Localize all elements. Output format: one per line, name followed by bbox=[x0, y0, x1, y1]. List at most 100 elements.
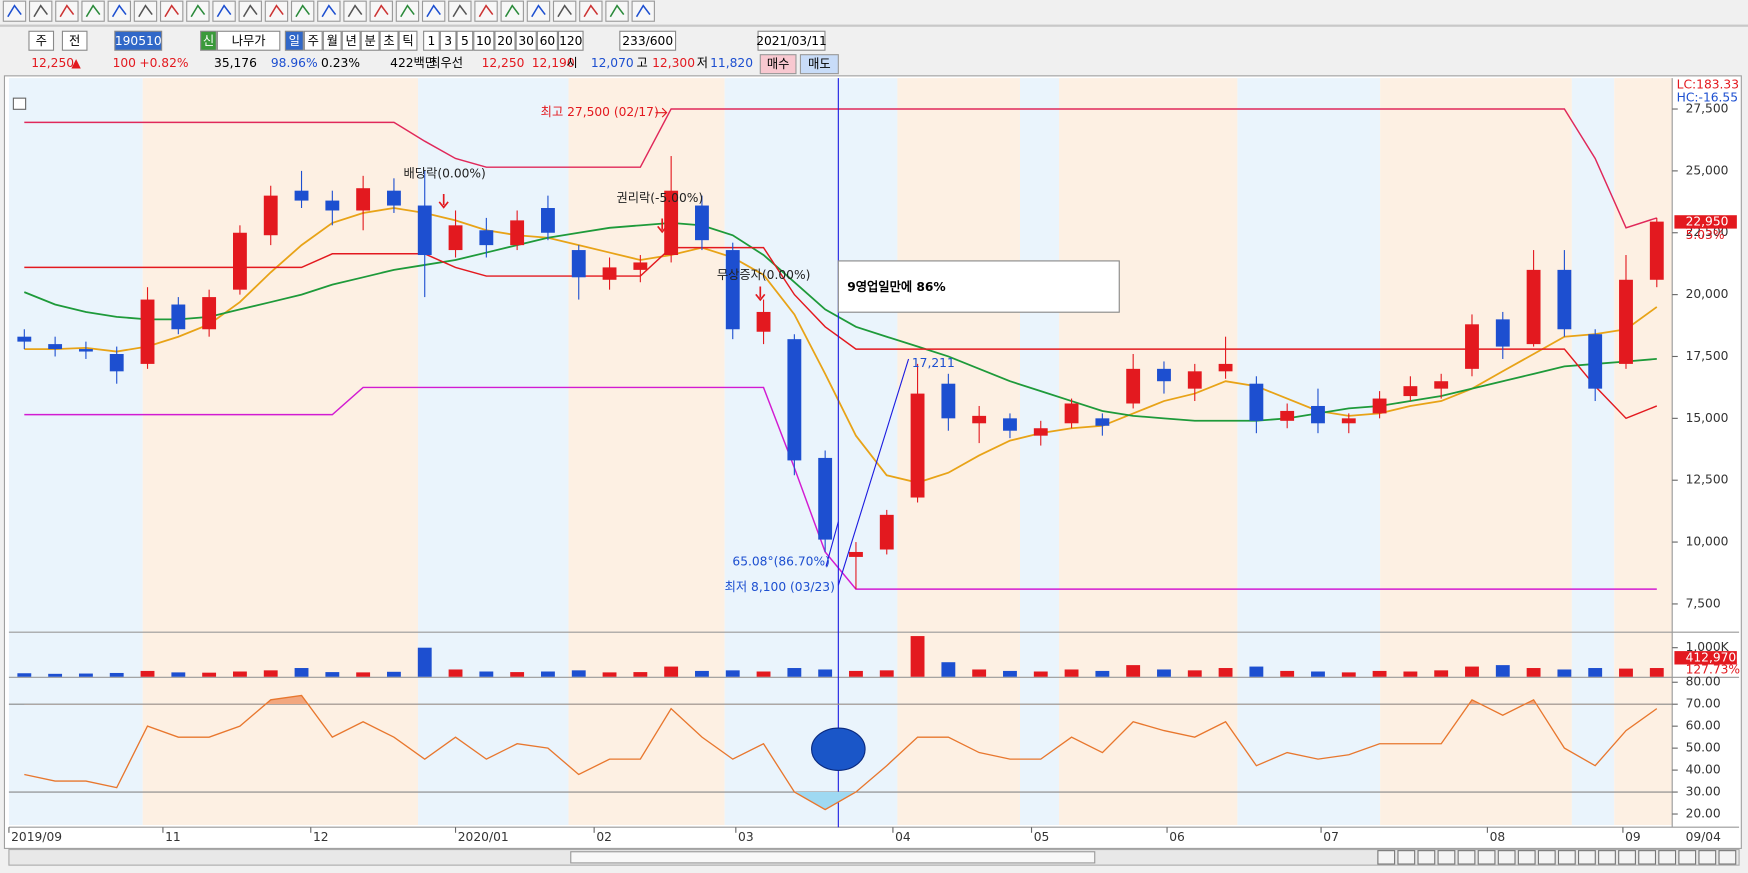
control-box[interactable] bbox=[61, 30, 88, 51]
scroll-button[interactable] bbox=[1678, 850, 1697, 865]
interval-button[interactable] bbox=[536, 30, 558, 51]
period-button[interactable] bbox=[303, 30, 323, 51]
scroll-button[interactable] bbox=[1497, 850, 1516, 865]
scroll-button[interactable] bbox=[1598, 850, 1616, 865]
period-button[interactable]: 초 bbox=[383, 34, 394, 48]
period-button[interactable]: 월 bbox=[327, 34, 338, 48]
control-text[interactable]: 233/600 bbox=[622, 34, 673, 48]
grid-toggle-icon[interactable] bbox=[12, 97, 27, 110]
toolbar-button[interactable] bbox=[159, 0, 184, 22]
period-button[interactable] bbox=[341, 30, 361, 51]
interval-button[interactable]: 5 bbox=[461, 34, 469, 48]
control-box[interactable] bbox=[200, 30, 217, 51]
interval-button[interactable] bbox=[423, 30, 440, 51]
y-tick-label: 70.00 bbox=[1686, 697, 1721, 711]
period-button[interactable]: 틱 bbox=[402, 34, 413, 48]
scroll-button[interactable] bbox=[1457, 850, 1476, 865]
period-button[interactable]: 주 bbox=[308, 34, 319, 48]
scroll-button[interactable] bbox=[1477, 850, 1496, 865]
toolbar-button[interactable] bbox=[212, 0, 236, 22]
scroll-button[interactable] bbox=[1437, 850, 1456, 865]
toolbar-button[interactable] bbox=[290, 0, 315, 22]
period-button[interactable] bbox=[284, 30, 304, 51]
control-box[interactable] bbox=[216, 30, 281, 51]
scroll-button[interactable] bbox=[1698, 850, 1717, 865]
interval-button[interactable] bbox=[494, 30, 516, 51]
scroll-button[interactable] bbox=[1537, 850, 1556, 865]
toolbar-button[interactable] bbox=[448, 0, 472, 22]
scroll-button[interactable] bbox=[1517, 850, 1536, 865]
period-button[interactable]: 년 bbox=[346, 34, 357, 48]
control-text[interactable]: 2021/03/11 bbox=[756, 34, 827, 48]
volume-bar bbox=[879, 670, 894, 677]
toolbar-button[interactable] bbox=[343, 0, 367, 22]
period-button[interactable] bbox=[379, 30, 399, 51]
buy-button[interactable] bbox=[759, 54, 797, 75]
x-tick-label: 03 bbox=[738, 830, 754, 844]
scroll-button[interactable] bbox=[1638, 850, 1657, 865]
interval-button[interactable]: 3 bbox=[444, 34, 452, 48]
toolbar-button[interactable] bbox=[421, 0, 446, 22]
toolbar-button[interactable] bbox=[55, 0, 79, 22]
scroll-button[interactable] bbox=[1618, 850, 1636, 865]
toolbar-button[interactable] bbox=[552, 0, 577, 22]
period-button[interactable]: 분 bbox=[364, 34, 375, 48]
scroll-button[interactable] bbox=[1658, 850, 1677, 865]
control-text[interactable]: 신 bbox=[203, 34, 214, 48]
interval-button[interactable] bbox=[456, 30, 474, 51]
sell-label[interactable]: 매도 bbox=[808, 57, 831, 71]
control-box[interactable] bbox=[28, 30, 55, 51]
x-tick-label: 12 bbox=[313, 830, 329, 844]
interval-button[interactable]: 120 bbox=[559, 34, 582, 48]
interval-button[interactable]: 10 bbox=[476, 34, 492, 48]
volume-bar bbox=[849, 670, 863, 677]
control-box[interactable] bbox=[757, 30, 826, 51]
toolbar-button[interactable] bbox=[28, 0, 53, 22]
control-box[interactable] bbox=[619, 30, 677, 51]
y-tick-label: 1,000K bbox=[1686, 640, 1730, 654]
interval-button[interactable]: 30 bbox=[518, 34, 534, 48]
toolbar-button[interactable] bbox=[107, 0, 131, 22]
scroll-button[interactable] bbox=[1577, 850, 1596, 865]
toolbar-button[interactable] bbox=[369, 0, 393, 22]
period-button[interactable]: 일 bbox=[289, 34, 300, 48]
quote-low: 11,820 bbox=[710, 56, 753, 70]
toolbar-button[interactable] bbox=[2, 0, 27, 22]
toolbar-button[interactable] bbox=[526, 0, 551, 22]
control-text[interactable]: 주 bbox=[36, 34, 47, 48]
scroll-button[interactable] bbox=[1377, 850, 1396, 865]
interval-button[interactable]: 60 bbox=[540, 34, 556, 48]
toolbar-button[interactable] bbox=[238, 0, 262, 22]
buy-label[interactable]: 매수 bbox=[767, 57, 790, 71]
scroll-button[interactable] bbox=[1557, 850, 1576, 865]
interval-button[interactable] bbox=[439, 30, 457, 51]
toolbar-button[interactable] bbox=[395, 0, 420, 22]
toolbar-button[interactable] bbox=[264, 0, 289, 22]
interval-button[interactable] bbox=[557, 30, 584, 51]
toolbar-button[interactable] bbox=[605, 0, 629, 22]
period-button[interactable] bbox=[322, 30, 342, 51]
scroll-thumb[interactable] bbox=[570, 851, 1096, 864]
interval-button[interactable]: 20 bbox=[497, 34, 513, 48]
toolbar-button[interactable] bbox=[579, 0, 603, 22]
control-text[interactable]: 나무가 bbox=[232, 34, 266, 48]
toolbar-button[interactable] bbox=[317, 0, 341, 22]
scroll-button[interactable] bbox=[1417, 850, 1436, 865]
toolbar-button[interactable] bbox=[186, 0, 210, 22]
interval-button[interactable] bbox=[473, 30, 495, 51]
control-text[interactable]: 전 bbox=[69, 34, 80, 48]
toolbar-button[interactable] bbox=[133, 0, 158, 22]
toolbar-button[interactable] bbox=[631, 0, 655, 22]
interval-button[interactable]: 1 bbox=[428, 34, 436, 48]
scroll-button[interactable] bbox=[1397, 850, 1416, 865]
period-button[interactable] bbox=[398, 30, 418, 51]
toolbar-button[interactable] bbox=[500, 0, 524, 22]
sell-button[interactable] bbox=[799, 54, 839, 75]
toolbar-button[interactable] bbox=[474, 0, 498, 22]
interval-button[interactable] bbox=[515, 30, 537, 51]
toolbar-button[interactable] bbox=[81, 0, 105, 22]
scroll-button[interactable] bbox=[1718, 850, 1737, 865]
stock-code[interactable] bbox=[114, 30, 163, 51]
stock-code[interactable]: 190510 bbox=[115, 34, 162, 48]
period-button[interactable] bbox=[360, 30, 380, 51]
